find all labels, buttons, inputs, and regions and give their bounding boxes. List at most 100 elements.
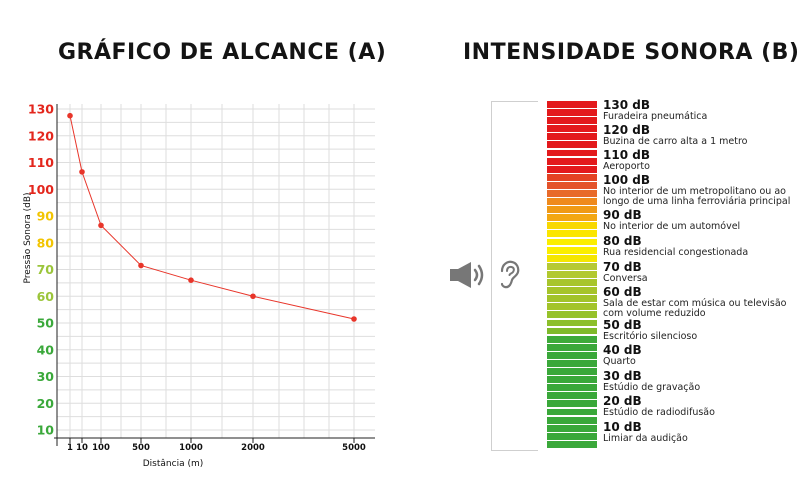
scale-segment bbox=[547, 303, 597, 311]
scale-segment bbox=[547, 384, 597, 392]
level-db: 130 dB bbox=[603, 98, 650, 112]
scale-segment bbox=[547, 343, 597, 351]
level-db: 90 dB bbox=[603, 208, 642, 222]
level-description: Aeroporto bbox=[603, 161, 650, 172]
scale-segment bbox=[547, 392, 597, 400]
level-description: longo de uma linha ferroviária principal bbox=[603, 196, 791, 207]
scale-segment bbox=[547, 351, 597, 359]
scale-segment bbox=[547, 101, 597, 108]
level-description: Estúdio de radiodifusão bbox=[603, 407, 715, 418]
y-tick-label: 50 bbox=[37, 316, 55, 331]
scale-segment bbox=[547, 368, 597, 375]
x-tick-label: 2000 bbox=[241, 443, 265, 453]
scale-segment bbox=[547, 157, 597, 165]
scale-segment bbox=[547, 238, 597, 246]
level-db: 70 dB bbox=[603, 260, 642, 274]
scale-segment bbox=[547, 117, 597, 125]
y-tick-label: 40 bbox=[37, 342, 55, 357]
y-tick-label: 20 bbox=[37, 396, 55, 411]
scale-segment bbox=[547, 262, 597, 270]
scale-segment bbox=[547, 311, 597, 319]
x-tick-label: 500 bbox=[132, 443, 150, 453]
scale-segment bbox=[547, 165, 597, 173]
speaker-icon bbox=[450, 262, 484, 288]
scale-segment bbox=[547, 424, 597, 432]
scale-segment bbox=[547, 254, 597, 262]
data-point bbox=[98, 222, 104, 229]
y-tick-label: 30 bbox=[37, 369, 55, 384]
level-description: Estúdio de gravação bbox=[603, 382, 701, 393]
scale-segment bbox=[547, 335, 597, 343]
x-tick-label: 10 bbox=[76, 443, 88, 453]
level-db: 110 dB bbox=[603, 148, 650, 162]
level-description: Buzina de carro alta a 1 metro bbox=[603, 136, 748, 147]
scale-segment bbox=[547, 440, 597, 448]
scale-segment bbox=[547, 327, 597, 335]
data-point bbox=[351, 316, 357, 322]
scale-segment bbox=[547, 141, 597, 149]
y-tick-label: 80 bbox=[37, 235, 55, 250]
level-db: 60 dB bbox=[603, 285, 642, 299]
y-axis-title: Pressão Sonora (dB) bbox=[23, 193, 33, 284]
chart-series bbox=[67, 112, 357, 322]
scale-segment bbox=[547, 359, 597, 367]
scale-segment bbox=[547, 214, 597, 222]
data-point bbox=[67, 112, 73, 119]
level-description: Conversa bbox=[603, 273, 648, 284]
x-tick-label: 5000 bbox=[342, 443, 366, 453]
scale-segment bbox=[547, 181, 597, 189]
scale-segment bbox=[547, 222, 597, 230]
scale-segment bbox=[547, 190, 597, 197]
scale-segment bbox=[547, 376, 597, 384]
x-axis-title: Distância (m) bbox=[143, 459, 203, 469]
y-tick-label: 110 bbox=[28, 155, 54, 170]
scale-segment bbox=[547, 149, 597, 157]
level-db: 50 dB bbox=[603, 318, 642, 332]
scale-bracket bbox=[491, 101, 538, 451]
level-description: Sala de estar com música ou televisão bbox=[603, 298, 787, 309]
level-db: 20 dB bbox=[603, 394, 642, 408]
scale-segment bbox=[547, 109, 597, 116]
scale-segment bbox=[547, 173, 597, 181]
y-tick-label: 100 bbox=[28, 182, 54, 197]
level-db: 100 dB bbox=[603, 173, 650, 187]
y-tick-label: 130 bbox=[28, 102, 54, 117]
level-description: No interior de um metropolitano ou ao bbox=[603, 186, 786, 197]
scale-segment bbox=[547, 206, 597, 214]
scale-segment bbox=[547, 279, 597, 286]
level-db: 80 dB bbox=[603, 234, 642, 248]
level-db: 120 dB bbox=[603, 123, 650, 137]
level-description: Quarto bbox=[603, 356, 636, 367]
scale-segment bbox=[547, 287, 597, 295]
scale-segment bbox=[547, 295, 597, 303]
scale-segment bbox=[547, 432, 597, 440]
y-tick-label: 60 bbox=[37, 289, 55, 304]
scale-segment bbox=[547, 270, 597, 278]
scale-segment bbox=[547, 416, 597, 424]
scale-segment bbox=[547, 319, 597, 327]
level-description: Furadeira pneumática bbox=[603, 111, 708, 122]
data-point bbox=[79, 169, 85, 175]
y-tick-label: 120 bbox=[28, 128, 54, 143]
scale-segment bbox=[547, 133, 597, 141]
scale-segment bbox=[547, 246, 597, 254]
level-description: Limiar da audição bbox=[603, 433, 688, 444]
level-db: 30 dB bbox=[603, 369, 642, 383]
level-description: Rua residencial congestionada bbox=[603, 247, 749, 258]
level-description: com volume reduzido bbox=[603, 308, 706, 319]
level-db: 10 dB bbox=[603, 420, 642, 434]
chart-title: GRÁFICO DE ALCANCE (A) bbox=[58, 40, 387, 65]
data-point bbox=[138, 262, 144, 269]
y-tick-label: 10 bbox=[37, 423, 55, 438]
x-tick-label: 1 bbox=[67, 443, 73, 453]
scale-segment bbox=[547, 125, 597, 133]
level-description: Escritório silencioso bbox=[603, 331, 698, 342]
level-db: 40 dB bbox=[603, 343, 642, 357]
scale-segment bbox=[547, 408, 597, 416]
level-description: No interior de um automóvel bbox=[603, 221, 741, 232]
scale-segment bbox=[547, 230, 597, 238]
scale-segment bbox=[547, 400, 597, 408]
ear-icon bbox=[500, 260, 520, 289]
